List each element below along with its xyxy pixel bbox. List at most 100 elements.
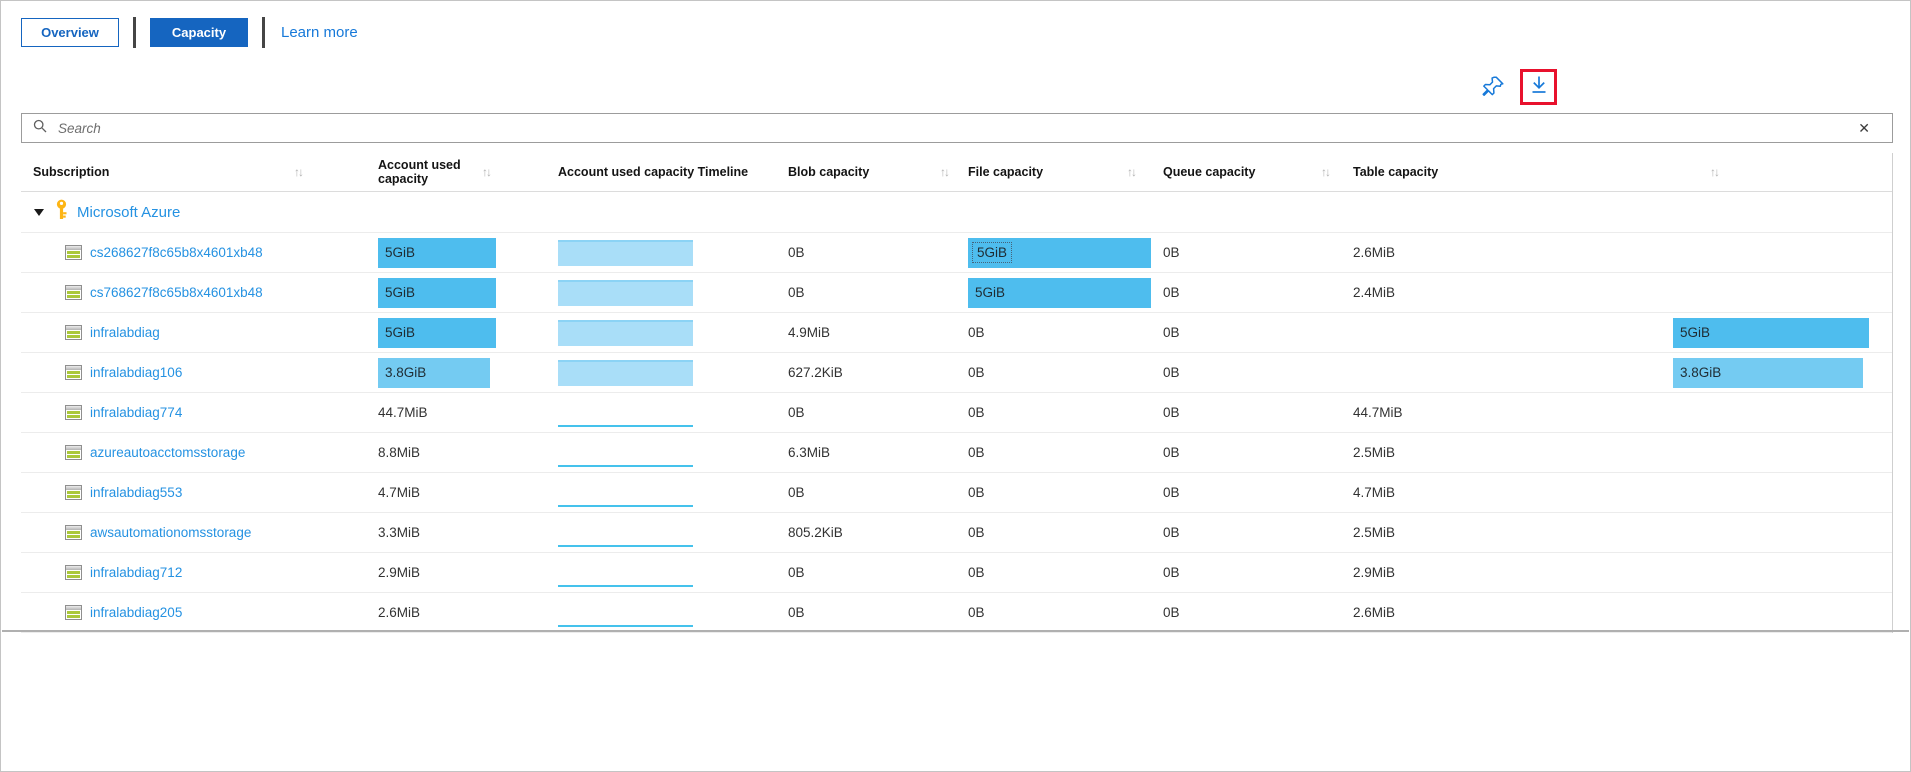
account-capacity-value: 2.6MiB <box>378 605 421 620</box>
storage-account-link[interactable]: infralabdiag205 <box>90 605 183 620</box>
storage-account-link[interactable]: infralabdiag <box>90 325 160 340</box>
file-capacity-cell: 0B <box>956 553 1151 592</box>
storage-account-link[interactable]: infralabdiag712 <box>90 565 183 580</box>
account-capacity-cell: 4.7MiB <box>366 473 546 512</box>
table-row[interactable]: cs268627f8c65b8x4601xb48 5GiB 0B 5GiB 0B 2.6M… <box>21 232 1892 272</box>
subscription-group-row[interactable]: Microsoft Azure <box>21 192 1892 232</box>
storage-account-link[interactable]: cs268627f8c65b8x4601xb48 <box>90 245 263 260</box>
column-header-account-used-capacity[interactable]: Account used capacity ↑↓ <box>366 153 546 191</box>
account-capacity-value: 3.8GiB <box>385 365 427 380</box>
capacity-grid: Subscription ↑↓ Account used capacity ↑↓ Acc… <box>21 153 1893 633</box>
blob-capacity-cell: 627.2KiB <box>776 353 956 392</box>
table-row[interactable]: infralabdiag205 2.6MiB 0B 0B 0B 2.6MiB <box>21 592 1892 633</box>
queue-capacity-value: 0B <box>1163 565 1180 580</box>
storage-icon-stripe <box>67 255 80 258</box>
storage-account-link[interactable]: infralabdiag106 <box>90 365 183 380</box>
table-row[interactable]: infralabdiag106 3.8GiB 627.2KiB 0B 0B 3.8GiB <box>21 352 1892 392</box>
storage-account-icon <box>65 365 82 380</box>
storage-icon-stripe <box>67 415 80 418</box>
search-box: ✕ <box>21 113 1893 143</box>
pin-button[interactable] <box>1480 74 1508 102</box>
queue-capacity-cell: 0B <box>1151 313 1341 352</box>
account-capacity-value: 5GiB <box>385 325 416 340</box>
capacity-bar: 5GiB <box>1673 317 1869 348</box>
storage-icon-stripe <box>67 251 80 254</box>
storage-icon-stripe <box>67 535 80 538</box>
timeline-cell <box>546 273 776 312</box>
timeline-sparkline-flat <box>558 425 693 427</box>
column-header-queue-capacity[interactable]: Queue capacity ↑↓ <box>1151 153 1341 191</box>
storage-account-link[interactable]: cs768627f8c65b8x4601xb48 <box>90 285 263 300</box>
queue-capacity-value: 0B <box>1163 365 1180 380</box>
tab-divider <box>133 17 136 48</box>
column-header-table-capacity[interactable]: Table capacity ↑↓ <box>1341 153 1892 191</box>
account-capacity-cell: 2.6MiB <box>366 593 546 632</box>
learn-more-link[interactable]: Learn more <box>281 24 358 41</box>
tab-capacity[interactable]: Capacity <box>150 18 248 47</box>
table-capacity-value: 2.5MiB <box>1353 525 1396 540</box>
file-capacity-value: 0B <box>968 445 985 460</box>
chevron-down-icon[interactable] <box>34 208 44 216</box>
blob-capacity-value: 0B <box>788 245 805 260</box>
search-input[interactable] <box>56 119 1853 137</box>
blob-capacity-cell: 4.9MiB <box>776 313 956 352</box>
storage-icon-top <box>66 246 81 250</box>
account-capacity-cell: 5GiB <box>366 273 546 312</box>
column-header-blob-capacity[interactable]: Blob capacity ↑↓ <box>776 153 956 191</box>
sort-icon: ↑↓ <box>294 165 304 179</box>
timeline-sparkline-flat <box>558 505 693 507</box>
timeline-sparkline-area <box>558 239 693 266</box>
subscription-link[interactable]: Microsoft Azure <box>77 203 181 221</box>
storage-icon-top <box>66 566 81 570</box>
table-row[interactable]: infralabdiag774 44.7MiB 0B 0B 0B 44.7MiB <box>21 392 1892 432</box>
column-header-subscription[interactable]: Subscription ↑↓ <box>21 153 366 191</box>
storage-icon-top <box>66 486 81 490</box>
storage-account-link[interactable]: infralabdiag553 <box>90 485 183 500</box>
table-capacity-cell: 2.6MiB <box>1341 593 1892 632</box>
table-row[interactable]: infralabdiag553 4.7MiB 0B 0B 0B 4.7MiB <box>21 472 1892 512</box>
blob-capacity-value: 0B <box>788 485 805 500</box>
storage-icon-top <box>66 446 81 450</box>
resource-cell: cs768627f8c65b8x4601xb48 <box>21 273 366 312</box>
account-capacity-value: 5GiB <box>385 285 416 300</box>
column-header-file-capacity[interactable]: File capacity ↑↓ <box>956 153 1151 191</box>
capacity-bar: 5GiB <box>378 237 496 268</box>
storage-icon-stripe <box>67 615 80 618</box>
timeline-cell <box>546 513 776 552</box>
queue-capacity-cell: 0B <box>1151 273 1341 312</box>
key-icon <box>54 199 69 225</box>
tab-overview[interactable]: Overview <box>21 18 119 47</box>
account-capacity-cell: 5GiB <box>366 313 546 352</box>
account-capacity-cell: 44.7MiB <box>366 393 546 432</box>
table-row[interactable]: infralabdiag 5GiB 4.9MiB 0B 0B 5GiB <box>21 312 1892 352</box>
table-capacity-cell: 3.8GiB <box>1341 353 1892 392</box>
queue-capacity-cell: 0B <box>1151 593 1341 632</box>
sort-icon: ↑↓ <box>1127 165 1137 179</box>
capacity-bar: 5GiB <box>968 237 1151 268</box>
sort-icon: ↑↓ <box>940 165 950 179</box>
storage-account-icon <box>65 405 82 420</box>
storage-icon-stripe <box>67 331 80 334</box>
file-capacity-cell: 0B <box>956 513 1151 552</box>
storage-account-icon <box>65 565 82 580</box>
tab-overview-label: Overview <box>41 25 99 40</box>
table-capacity-value: 3.8GiB <box>1680 365 1722 380</box>
close-icon[interactable]: ✕ <box>1858 119 1870 136</box>
storage-account-link[interactable]: infralabdiag774 <box>90 405 183 420</box>
grid-body: cs268627f8c65b8x4601xb48 5GiB 0B 5GiB 0B 2.6M… <box>21 232 1892 633</box>
table-row[interactable]: infralabdiag712 2.9MiB 0B 0B 0B 2.9MiB <box>21 552 1892 592</box>
queue-capacity-cell: 0B <box>1151 433 1341 472</box>
blob-capacity-cell: 6.3MiB <box>776 433 956 472</box>
table-row[interactable]: cs768627f8c65b8x4601xb48 5GiB 0B 5GiB 0B 2.4M… <box>21 272 1892 312</box>
table-row[interactable]: awsautomationomsstorage 3.3MiB 805.2KiB 0B 0… <box>21 512 1892 552</box>
storage-account-link[interactable]: azureautoacctomsstorage <box>90 445 246 460</box>
column-label: File capacity <box>968 165 1044 179</box>
capacity-bar: 3.8GiB <box>378 357 490 388</box>
storage-account-link[interactable]: awsautomationomsstorage <box>90 525 252 540</box>
table-row[interactable]: azureautoacctomsstorage 8.8MiB 6.3MiB 0B 0B 2… <box>21 432 1892 472</box>
blob-capacity-value: 0B <box>788 605 805 620</box>
table-capacity-cell: 44.7MiB <box>1341 393 1892 432</box>
account-capacity-cell: 3.3MiB <box>366 513 546 552</box>
download-button-highlight[interactable] <box>1520 69 1557 105</box>
